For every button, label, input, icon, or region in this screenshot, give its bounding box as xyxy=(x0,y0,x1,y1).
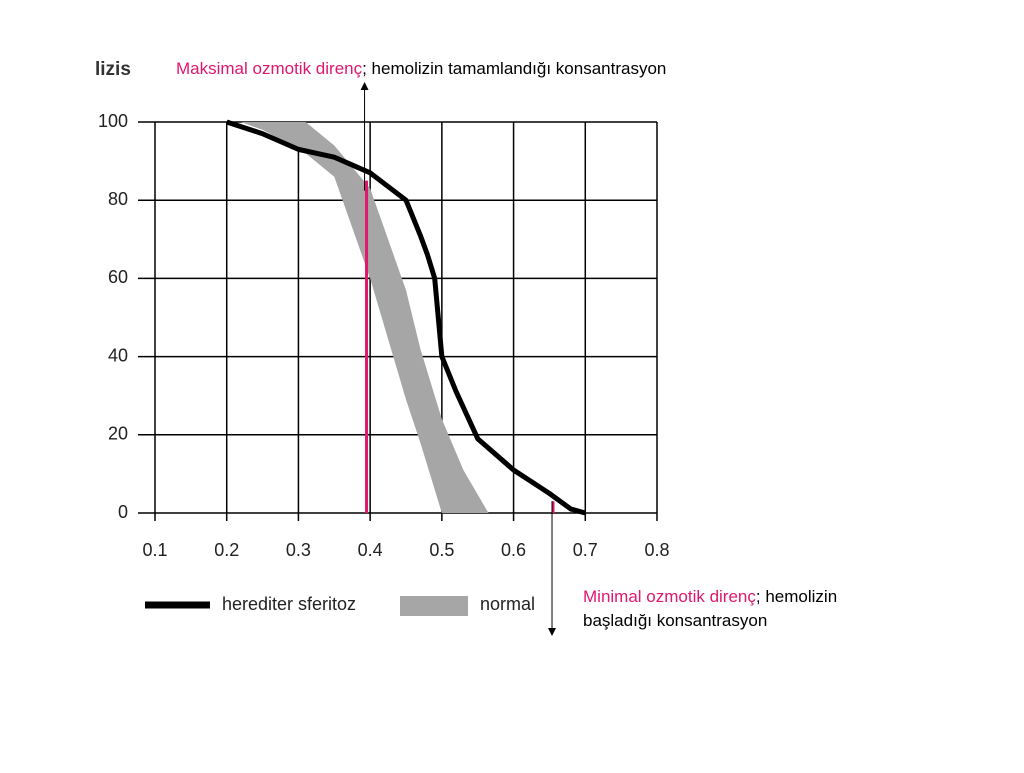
y-tick-label: 20 xyxy=(108,424,128,444)
x-tick-label: 0.1 xyxy=(142,540,167,560)
annotation: başladığı konsantrasyon xyxy=(583,611,767,630)
annotation: Maksimal ozmotik direnç; hemolizin tamam… xyxy=(176,59,666,78)
annotation: Minimal ozmotik direnç; hemolizin xyxy=(583,587,837,606)
annotation-part: Maksimal ozmotik direnç xyxy=(176,59,363,78)
y-tick-label: 100 xyxy=(98,111,128,131)
y-tick-label: 60 xyxy=(108,267,128,287)
annotation-part: ; hemolizin xyxy=(756,587,837,606)
x-tick-label: 0.6 xyxy=(501,540,526,560)
y-tick-label: 0 xyxy=(118,502,128,522)
x-tick-label: 0.4 xyxy=(358,540,383,560)
x-tick-label: 0.8 xyxy=(644,540,669,560)
x-tick-label: 0.7 xyxy=(573,540,598,560)
legend-label: normal xyxy=(480,594,535,614)
x-tick-label: 0.3 xyxy=(286,540,311,560)
x-tick-label: 0.2 xyxy=(214,540,239,560)
annotation-part: Minimal ozmotik direnç xyxy=(583,587,756,606)
annotation-part: ; hemolizin tamamlandığı konsantrasyon xyxy=(362,59,666,78)
annotation-part: başladığı konsantrasyon xyxy=(583,611,767,630)
legend-label: herediter sferitoz xyxy=(222,594,356,614)
normal-band xyxy=(241,122,489,513)
legend-swatch xyxy=(400,596,468,616)
series-line xyxy=(225,119,586,516)
y-tick-label: 40 xyxy=(108,345,128,365)
x-tick-label: 0.5 xyxy=(429,540,454,560)
y-tick-label: 80 xyxy=(108,189,128,209)
y-axis-label: lizis xyxy=(95,59,131,80)
